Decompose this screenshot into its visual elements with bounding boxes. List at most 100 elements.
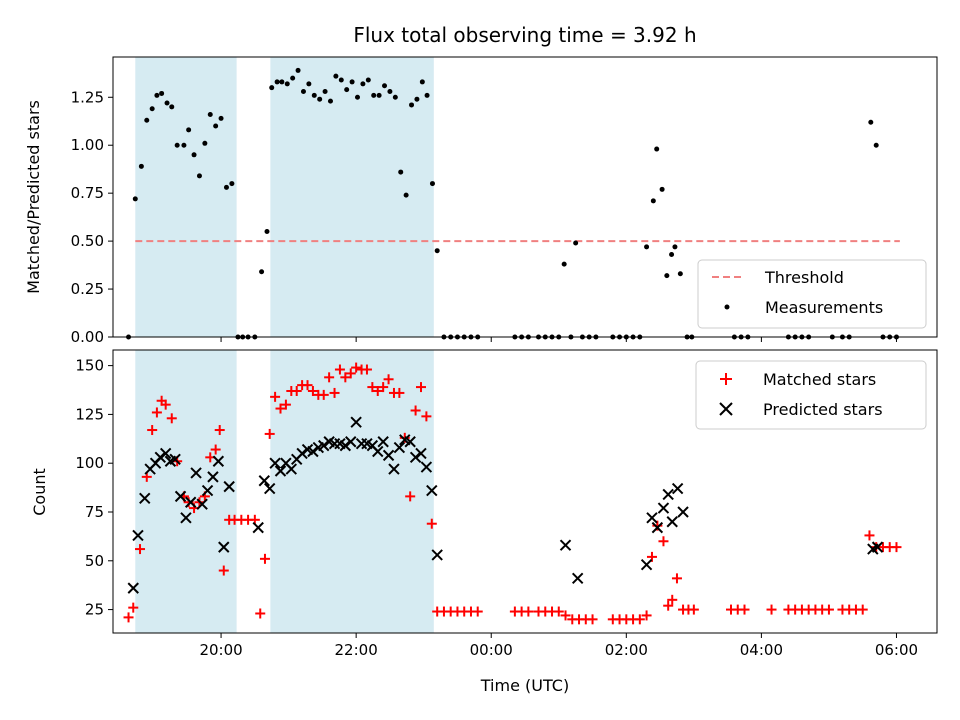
matched-star-point (334, 364, 345, 375)
matched-star-point (123, 612, 134, 623)
ratio-legend: Threshold Measurements (697, 259, 927, 329)
x-tick-label: 06:00 (875, 641, 918, 659)
matched-star-point (383, 374, 394, 385)
measurement-point (207, 112, 213, 118)
matched-star-point (415, 382, 426, 393)
measurement-point (132, 196, 138, 202)
measurement-point (434, 248, 440, 254)
predicted-star-point (372, 445, 384, 458)
matched-star-point (864, 530, 875, 541)
measurement-point (213, 123, 219, 129)
measurement-point (429, 181, 435, 187)
measurement-point (403, 192, 409, 198)
measurement-point (223, 184, 229, 190)
predicted-star-point (339, 439, 352, 452)
counts-shaded-spans (135, 350, 434, 633)
matched-star-point (421, 411, 432, 422)
ratio-legend-box (697, 259, 927, 329)
predicted-star-point (269, 457, 281, 469)
measurement-point (311, 92, 317, 98)
predicted-star-point (662, 488, 674, 501)
predicted-star-point (180, 512, 192, 524)
measurement-point (414, 96, 420, 102)
ratio-y-tick-label: 0.00 (71, 328, 104, 346)
ratio-y-tick-label: 0.25 (71, 280, 104, 298)
legend-threshold-label: Threshold (764, 268, 844, 287)
predicted-star-point (154, 451, 166, 464)
measurement-point (392, 94, 398, 100)
matched-star-point (641, 610, 652, 621)
measurement-point (284, 81, 290, 87)
predicted-star-point (393, 441, 406, 454)
measurement-point (409, 102, 415, 108)
predicted-star-point (196, 498, 208, 510)
measurement-point (573, 240, 579, 246)
predicted-star-point (404, 436, 416, 448)
matched-star-point (259, 553, 270, 564)
matched-star-point (671, 573, 682, 584)
measurement-point (371, 92, 377, 98)
predicted-star-point (350, 416, 362, 428)
counts-y-tick-label: 150 (75, 357, 104, 375)
measurement-point (561, 261, 567, 267)
ratio-y-tick-label: 0.50 (71, 232, 104, 250)
measurement-point (154, 92, 160, 98)
counts-y-tick-label: 100 (75, 454, 104, 472)
matched-star-point (151, 407, 162, 418)
predicted-star-point (285, 463, 298, 475)
predicted-star-point (201, 484, 214, 497)
matched-star-point (361, 364, 372, 375)
ratio-observing-span (135, 57, 237, 337)
matched-star-point (372, 385, 383, 396)
predicted-star-point (127, 582, 139, 594)
predicted-star-point (184, 496, 197, 508)
measurement-point (644, 244, 650, 250)
measurement-point (344, 87, 350, 93)
matched-star-point (275, 403, 286, 414)
measurement-point (354, 94, 360, 100)
legend-measurements-label: Measurements (765, 298, 883, 317)
ratio-y-tick-label: 0.75 (71, 184, 104, 202)
matched-star-point (378, 382, 389, 393)
measurement-point (672, 244, 678, 250)
legend-measurements-swatch (724, 304, 730, 310)
predicted-star-point (252, 521, 264, 534)
predicted-stars-points (127, 416, 884, 594)
predicted-star-point (420, 461, 433, 473)
measurement-point (333, 73, 339, 79)
ratio-y-tick-label: 1.00 (71, 136, 104, 154)
measurement-point (164, 100, 170, 106)
measurement-point (664, 273, 670, 279)
predicted-star-point (571, 572, 584, 585)
x-tick-label: 04:00 (740, 641, 783, 659)
legend-matched-label: Matched stars (763, 370, 876, 389)
measurement-point (317, 96, 323, 102)
measurement-point (300, 89, 306, 95)
matched-star-point (560, 610, 571, 621)
predicted-star-point (871, 541, 884, 553)
predicted-star-point (218, 541, 230, 553)
predicted-star-point (431, 549, 443, 561)
measurement-point (269, 85, 275, 91)
legend-predicted-label: Predicted stars (763, 400, 883, 419)
predicted-star-point (274, 465, 287, 477)
x-tick-label: 22:00 (335, 641, 378, 659)
measurement-point (419, 79, 425, 85)
measurement-point (338, 77, 344, 83)
measurement-point (360, 81, 366, 87)
matched-star-point (766, 604, 777, 615)
matched-star-point (329, 387, 340, 398)
counts-y-tick-label: 125 (75, 405, 104, 423)
matched-star-point (523, 606, 534, 617)
predicted-star-point (296, 447, 308, 460)
matched-star-point (340, 372, 351, 383)
matched-star-point (405, 491, 416, 502)
predicted-star-point (651, 521, 664, 534)
legend-predicted-swatch (719, 402, 733, 416)
matched-star-point (166, 413, 177, 424)
x-axis-label: Time (UTC) (480, 676, 569, 695)
measurement-point (174, 142, 180, 148)
ratio-x-ticks (220, 337, 897, 342)
ratio-y-tick-label: 1.25 (71, 88, 104, 106)
measurement-point (202, 140, 208, 146)
